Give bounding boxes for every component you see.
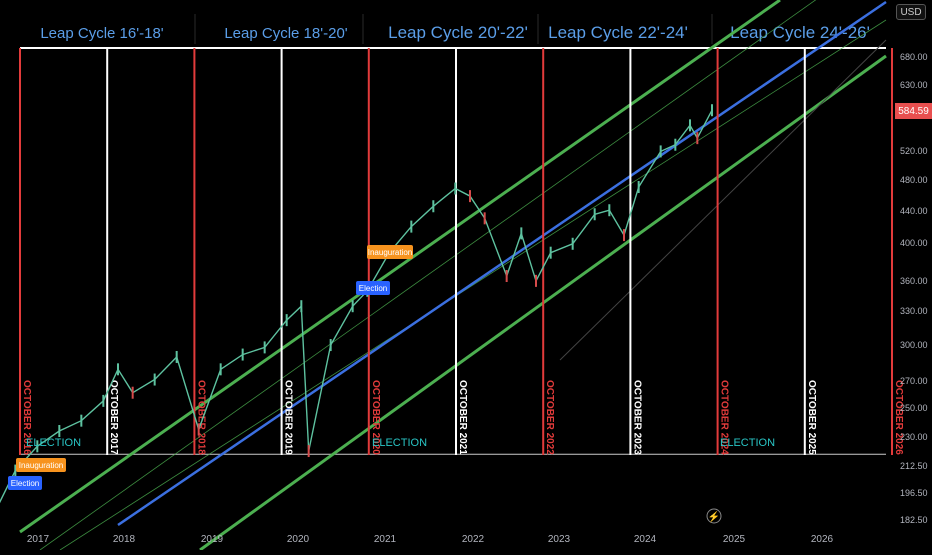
- price-tick: 440.00: [900, 206, 928, 216]
- inauguration-tag-2021-box: [367, 245, 413, 259]
- october-label-2026: OCTOBER 2026: [893, 380, 904, 455]
- election-tag-2016-text: Election: [11, 479, 39, 488]
- inauguration-tag-2017-text: Inauguration: [19, 461, 63, 470]
- price-tick: 480.00: [900, 175, 928, 185]
- trend-thin-line: [559, 39, 887, 361]
- year-label-2018: 2018: [113, 534, 136, 545]
- current-price-tag: 584.59: [895, 103, 932, 119]
- election-label-1: ELECTION: [26, 437, 81, 449]
- price-tick: 196.50: [900, 488, 928, 498]
- price-tick: 680.00: [900, 52, 928, 62]
- election-tag-2020-text: Election: [359, 284, 387, 293]
- cycle-title-2: Leap Cycle 18'-20': [224, 25, 347, 42]
- year-label-2026: 2026: [811, 534, 834, 545]
- currency-button[interactable]: USD: [896, 4, 926, 20]
- year-label-2020: 2020: [287, 534, 310, 545]
- election-tag-2016-box: [8, 476, 42, 490]
- lightning-glyph: ⚡: [708, 510, 720, 523]
- price-line: [0, 109, 713, 504]
- price-tick: 182.50: [900, 515, 928, 525]
- year-label-2022: 2022: [462, 534, 485, 545]
- year-label-2024: 2024: [634, 534, 657, 545]
- october-label-2021: OCTOBER 2021: [457, 380, 468, 455]
- october-label-2020: OCTOBER 2020: [370, 380, 381, 455]
- inauguration-tag-2021-text: Inauguration: [368, 248, 412, 257]
- price-tick: 520.00: [900, 146, 928, 156]
- year-label-2021: 2021: [374, 534, 397, 545]
- election-label-2: ELECTION: [372, 437, 427, 449]
- channel-upper-line: [19, 0, 781, 534]
- price-tick: 360.00: [900, 276, 928, 286]
- price-tick: 212.50: [900, 461, 928, 471]
- price-tick: 330.00: [900, 306, 928, 316]
- lightning-icon: [706, 508, 722, 524]
- price-tick: 250.00: [900, 403, 928, 413]
- october-label-2018: OCTOBER 2018: [195, 380, 206, 455]
- election-tag-2020-box: [356, 281, 390, 295]
- year-label-2017: 2017: [27, 534, 50, 545]
- october-label-2024: OCTOBER 2024: [719, 380, 730, 455]
- year-label-2025: 2025: [723, 534, 746, 545]
- year-label-2019: 2019: [201, 534, 224, 545]
- cycle-title-3: Leap Cycle 20'-22': [388, 23, 528, 42]
- cycle-title-1: Leap Cycle 16'-18': [40, 25, 163, 42]
- price-tick: 300.00: [900, 340, 928, 350]
- october-label-2025: OCTOBER 2025: [806, 380, 817, 455]
- october-label-2022: OCTOBER 2022: [544, 380, 555, 455]
- october-label-2019: OCTOBER 2019: [283, 380, 294, 455]
- october-label-2016: OCTOBER 2016: [21, 380, 32, 455]
- price-tick: 230.00: [900, 432, 928, 442]
- election-label-3: ELECTION: [720, 437, 775, 449]
- price-tick: 630.00: [900, 80, 928, 90]
- channel-inner-upper-line: [39, 0, 817, 551]
- inauguration-tag-2017-box: [16, 458, 66, 472]
- october-label-2017: OCTOBER 2017: [108, 380, 119, 455]
- october-label-2023: OCTOBER 2023: [631, 380, 642, 455]
- cycle-title-4: Leap Cycle 22'-24': [548, 23, 688, 42]
- year-label-2023: 2023: [548, 534, 571, 545]
- price-tick: 270.00: [900, 376, 928, 386]
- channel-inner-lower-line: [59, 19, 887, 551]
- price-tick: 400.00: [900, 238, 928, 248]
